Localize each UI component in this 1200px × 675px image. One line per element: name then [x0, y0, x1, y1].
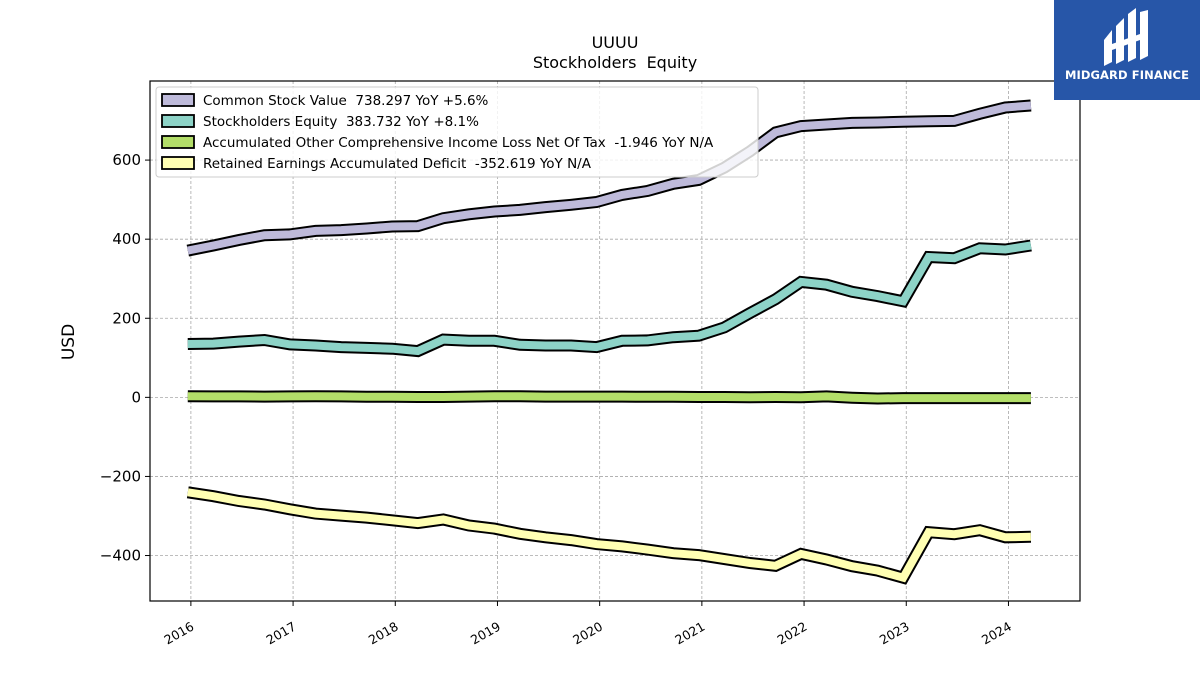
series-line: [187, 101, 1032, 255]
y-axis-label: USD: [59, 324, 79, 360]
y-tick-label: 400: [112, 230, 141, 248]
brand-name: MIDGARD FINANCE: [1064, 68, 1190, 82]
legend: Common Stock Value 738.297 YoY +5.6% Stoc…: [155, 86, 759, 178]
series-line: [187, 241, 1032, 356]
legend-swatch: [161, 93, 195, 107]
x-tick-label: 2021: [672, 619, 707, 648]
x-tick-label: 2016: [161, 619, 196, 648]
y-tick-label: 0: [131, 388, 141, 406]
series-line: [187, 488, 1031, 583]
y-tick-label: 600: [112, 151, 141, 169]
brand-logo: MIDGARD FINANCE: [1054, 0, 1200, 100]
legend-swatch: [161, 135, 195, 149]
x-tick-label: 2020: [570, 619, 605, 648]
x-tick-label: 2018: [366, 619, 401, 648]
series-lines: [186, 99, 1032, 585]
series-line-outline: [186, 486, 1032, 585]
chart-title: UUUU: [592, 33, 639, 52]
legend-swatch: [161, 114, 195, 128]
legend-box: [155, 86, 759, 178]
brand-mark-icon: [1104, 8, 1148, 66]
x-tick-label: 2024: [979, 619, 1014, 648]
y-tick-label: −200: [100, 467, 141, 485]
y-tick-label: −400: [100, 547, 141, 565]
legend-swatch: [161, 156, 195, 170]
y-tick-label: 200: [112, 309, 141, 327]
legend-entry: Stockholders Equity 383.732 YoY +8.1%: [203, 114, 479, 130]
legend-entry: Accumulated Other Comprehensive Income L…: [203, 135, 714, 151]
series-line: [187, 392, 1031, 403]
chart-subtitle: Stockholders Equity: [533, 53, 697, 72]
x-tick-label: 2022: [775, 619, 810, 648]
legend-entry: Common Stock Value 738.297 YoY +5.6%: [203, 93, 489, 109]
x-tick-label: 2023: [877, 619, 912, 648]
x-tick-label: 2017: [264, 619, 299, 648]
x-tick-label: 2019: [468, 619, 503, 648]
legend-entry: Retained Earnings Accumulated Deficit -3…: [203, 156, 592, 172]
plot-frame: [149, 80, 1081, 602]
